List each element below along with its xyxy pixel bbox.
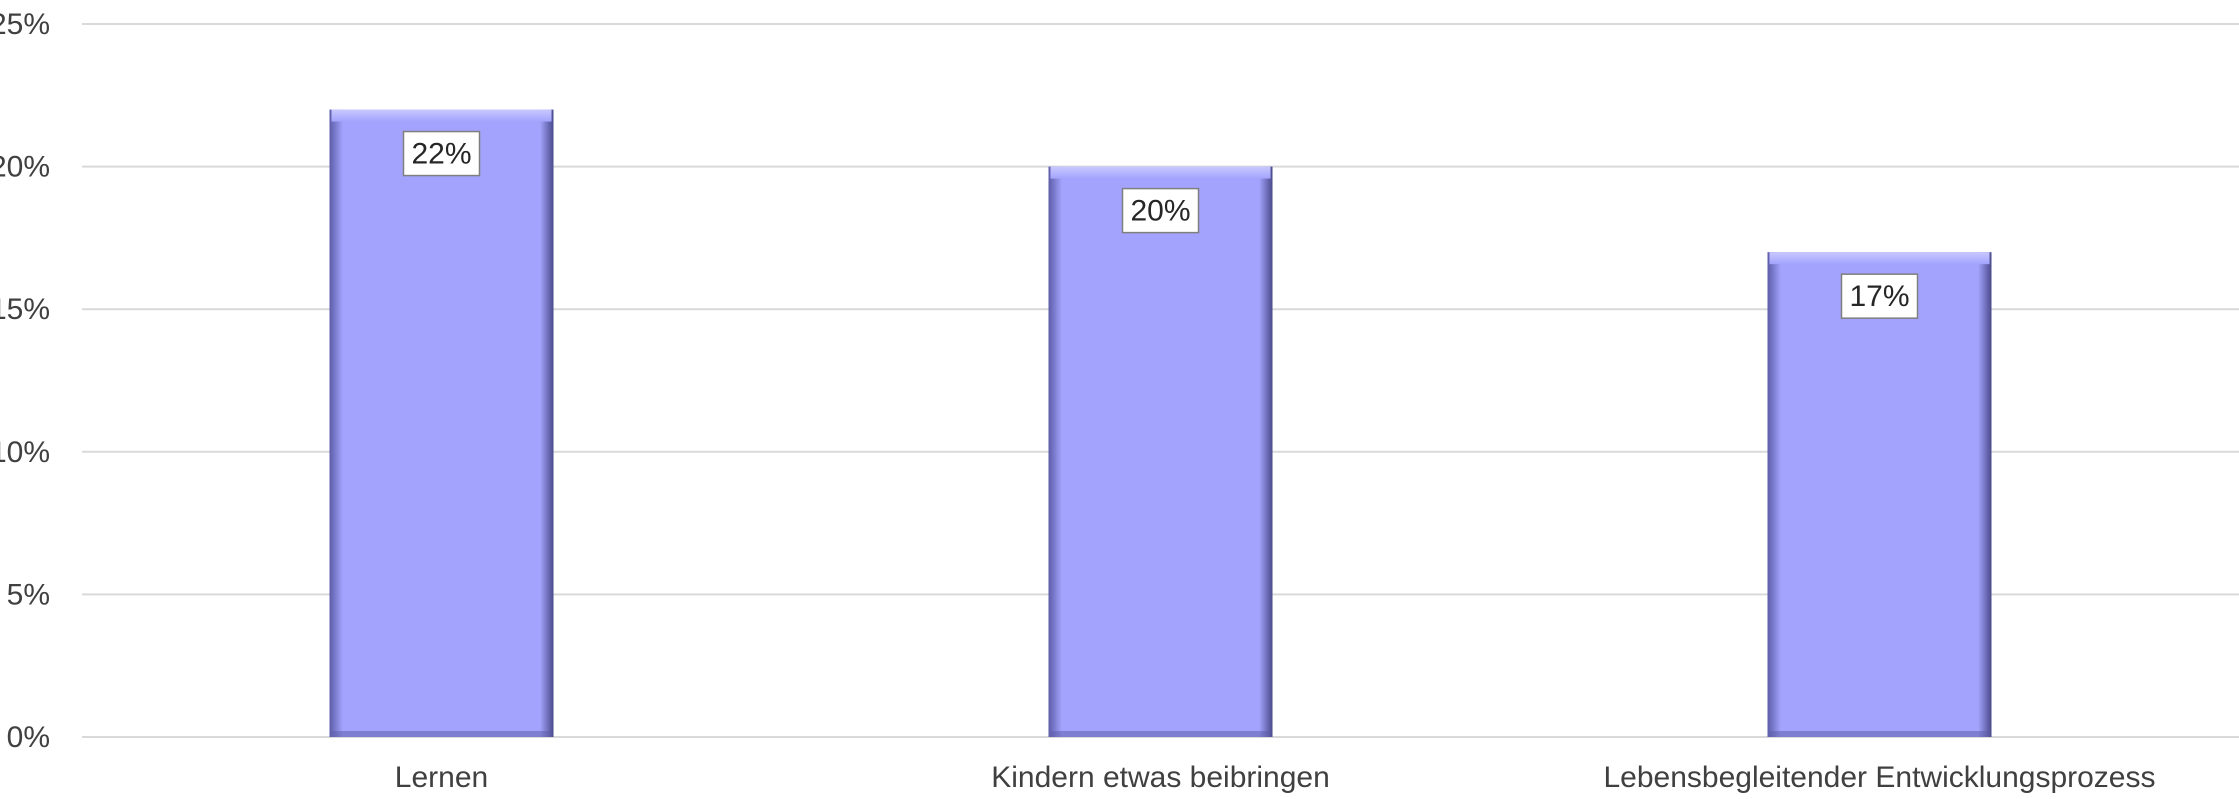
x-tick-label: Lebensbegleitender Entwicklungsprozess bbox=[1603, 761, 2155, 794]
y-tick-label: 0% bbox=[7, 721, 50, 754]
bars bbox=[329, 109, 1992, 738]
data-label: 17% bbox=[1849, 280, 1909, 313]
x-tick-label: Kindern etwas beibringen bbox=[991, 761, 1330, 794]
y-tick-label: 25% bbox=[0, 8, 50, 41]
bar bbox=[1767, 252, 1992, 737]
bar bbox=[1048, 166, 1273, 738]
bar-bevel-top bbox=[1050, 166, 1271, 179]
bar-bevel-bottom bbox=[1050, 731, 1271, 737]
bar-bevel-bottom bbox=[1769, 731, 1990, 737]
y-axis-tick-labels: 0% 5% 10% 15% 20% 25% bbox=[0, 8, 50, 754]
y-tick-label: 15% bbox=[0, 293, 50, 326]
y-tick-label: 5% bbox=[7, 578, 50, 611]
bar bbox=[329, 109, 554, 737]
data-labels: 22% 20% 17% bbox=[402, 130, 1919, 319]
data-label-box bbox=[402, 130, 481, 177]
bar-bevel-top bbox=[1769, 252, 1990, 265]
data-label-box bbox=[1121, 187, 1200, 234]
bar-bevel-bottom bbox=[331, 731, 552, 737]
x-axis-category-labels: Lernen Kindern etwas beibringen Lebensbegl… bbox=[395, 761, 2156, 794]
data-label: 22% bbox=[411, 138, 471, 171]
data-label: 20% bbox=[1130, 195, 1190, 228]
data-label-box bbox=[1840, 273, 1919, 319]
y-tick-label: 10% bbox=[0, 436, 50, 469]
bar-bevel-top bbox=[331, 109, 552, 122]
x-tick-label: Lernen bbox=[395, 761, 488, 794]
y-tick-label: 20% bbox=[0, 151, 50, 184]
